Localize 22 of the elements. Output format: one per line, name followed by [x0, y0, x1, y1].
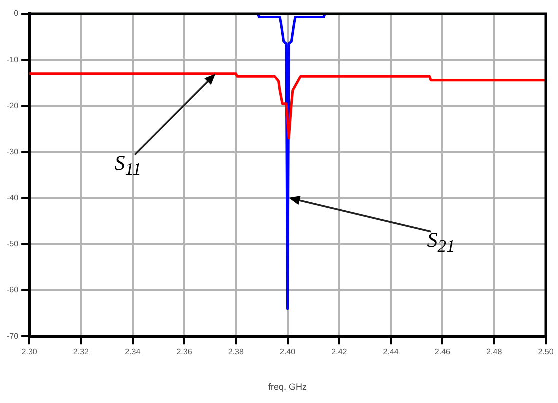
x-axis-title: freq, GHz — [268, 382, 308, 392]
x-tick-label: 2.46 — [434, 348, 452, 357]
y-tick-label: -40 — [7, 194, 20, 203]
x-tick-label: 2.30 — [22, 348, 38, 357]
y-tick-label: -30 — [7, 147, 20, 156]
x-tick-label: 2.40 — [280, 348, 296, 357]
y-tick-label: 0 — [14, 9, 20, 18]
x-tick-label: 2.44 — [383, 348, 400, 357]
x-tick-label: 2.32 — [73, 348, 90, 357]
y-tick-label: -50 — [7, 240, 20, 249]
y-tick-label: -70 — [7, 332, 20, 341]
x-tick-label: 2.42 — [332, 348, 348, 357]
x-tick-label: 2.48 — [486, 348, 503, 357]
x-tick-label: 2.38 — [228, 348, 244, 357]
y-tick-label: -10 — [7, 55, 20, 64]
x-tick-label: 2.34 — [125, 348, 142, 357]
y-tick-label: -20 — [7, 101, 20, 110]
y-tick-label: -60 — [7, 286, 20, 295]
x-tick-label: 2.36 — [176, 348, 193, 357]
annotation: S$_{21}$ — [427, 228, 456, 256]
annotation: S$_{11}$ — [114, 150, 142, 180]
x-tick-label: 2.50 — [538, 348, 554, 357]
